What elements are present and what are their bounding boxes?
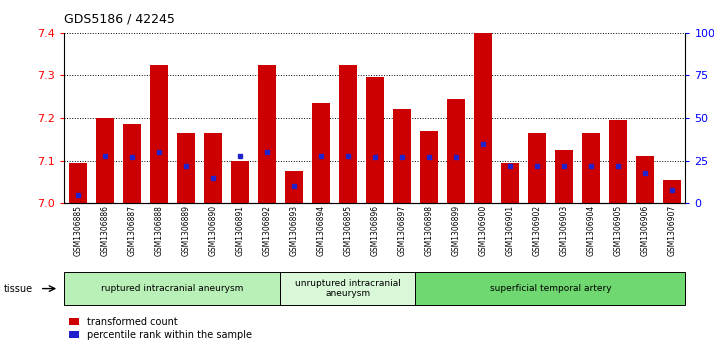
Bar: [609, 120, 627, 203]
Bar: [582, 133, 600, 203]
FancyBboxPatch shape: [416, 272, 685, 305]
Text: ruptured intracranial aneurysm: ruptured intracranial aneurysm: [101, 284, 243, 293]
Bar: [177, 133, 195, 203]
Bar: [393, 110, 411, 203]
Bar: [123, 125, 141, 203]
Bar: [285, 171, 303, 203]
Bar: [663, 180, 680, 203]
FancyBboxPatch shape: [64, 272, 281, 305]
Text: tissue: tissue: [4, 284, 33, 294]
Text: superficial temporal artery: superficial temporal artery: [490, 284, 611, 293]
Bar: [204, 133, 221, 203]
Bar: [636, 156, 654, 203]
Bar: [447, 99, 465, 203]
Bar: [150, 65, 168, 203]
Bar: [366, 77, 383, 203]
Bar: [231, 161, 248, 203]
Bar: [96, 118, 114, 203]
Bar: [555, 150, 573, 203]
Bar: [474, 33, 492, 203]
Bar: [339, 65, 356, 203]
Bar: [69, 163, 86, 203]
Text: unruptured intracranial
aneurysm: unruptured intracranial aneurysm: [295, 279, 401, 298]
Bar: [528, 133, 545, 203]
Legend: transformed count, percentile rank within the sample: transformed count, percentile rank withi…: [69, 317, 251, 340]
FancyBboxPatch shape: [281, 272, 416, 305]
Bar: [312, 103, 330, 203]
Bar: [420, 131, 438, 203]
Bar: [501, 163, 518, 203]
Bar: [258, 65, 276, 203]
Text: GDS5186 / 42245: GDS5186 / 42245: [64, 13, 175, 26]
